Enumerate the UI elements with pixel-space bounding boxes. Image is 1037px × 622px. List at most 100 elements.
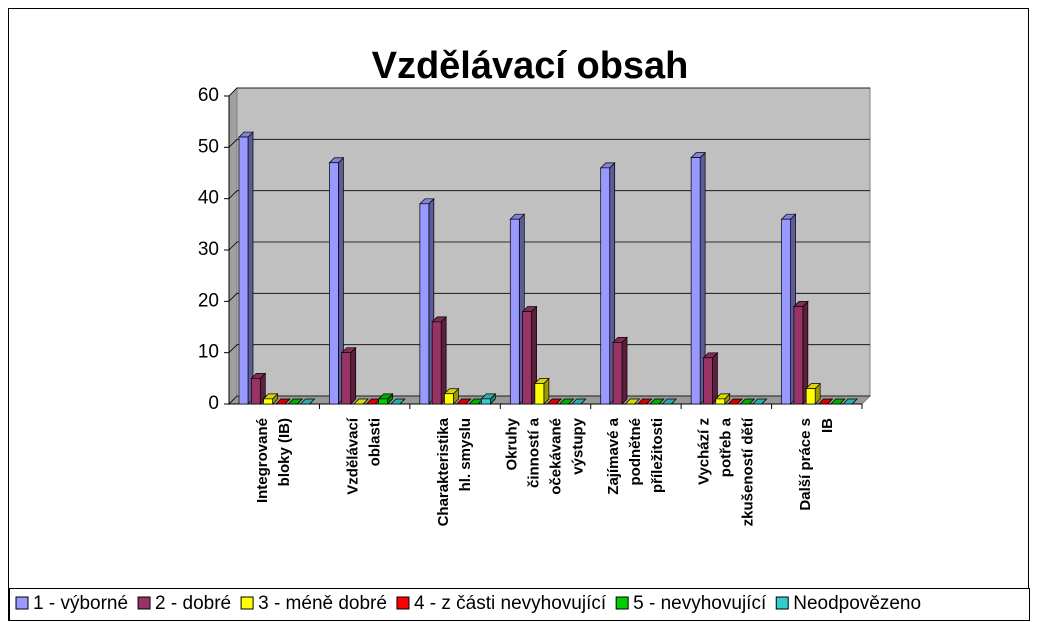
legend-label: 3 - méně dobré [258, 593, 387, 614]
bar-front [522, 311, 532, 405]
x-tick-label: Okruhy [503, 417, 520, 470]
bar-top [829, 398, 846, 405]
bar [521, 305, 538, 405]
y-tick-label: 40 [198, 188, 219, 209]
bar [534, 377, 550, 405]
bar [377, 393, 394, 405]
bar-top [751, 398, 768, 405]
legend-box [9, 588, 1030, 621]
legend-swatch [396, 596, 410, 610]
x-tick-label: potřeb a [717, 417, 734, 477]
bar [727, 398, 743, 405]
bar-front [793, 306, 804, 405]
x-tick-label: hl. smyslu [457, 418, 474, 491]
bar-top [661, 398, 678, 405]
grid-line [228, 138, 870, 148]
bar [793, 300, 809, 405]
bar [690, 151, 706, 405]
bar [250, 372, 267, 405]
bar [739, 398, 756, 405]
bar-side [621, 336, 628, 405]
bar [817, 398, 834, 405]
grid-line [228, 190, 870, 199]
x-tick-label: Charakteristika [435, 417, 452, 526]
bar-front [612, 342, 623, 405]
bar [455, 398, 472, 405]
bar [780, 213, 797, 405]
grid-line [228, 395, 870, 405]
x-tick-label: oblasti [367, 418, 384, 466]
y-tick-label: 50 [198, 136, 219, 157]
bar-top [287, 398, 304, 405]
bar-front [781, 218, 791, 405]
legend-label: 4 - z části nevyhovující [414, 593, 607, 614]
bar-top [649, 398, 665, 405]
bar [661, 398, 678, 405]
grid-line [228, 87, 870, 97]
bar-top [739, 398, 756, 405]
x-tick-label: bloky (IB) [276, 418, 293, 486]
x-tick-label: příležitosti [649, 418, 666, 493]
bar-side [247, 131, 254, 405]
bar [570, 398, 587, 405]
x-tick-label: Vychází z [695, 418, 712, 485]
bar [702, 351, 719, 405]
bar-front [444, 393, 454, 405]
x-tick-label: Integrované [254, 418, 271, 503]
bar-front [329, 162, 339, 405]
bar-front [805, 388, 816, 405]
x-tick-label: IB [819, 418, 836, 433]
bar [714, 393, 731, 405]
bar [443, 387, 460, 405]
y-tick-label: 10 [198, 342, 219, 363]
x-tick-label: výstupy [569, 417, 586, 474]
bar-front [238, 136, 249, 405]
bar-front [431, 321, 442, 405]
grid-line [228, 241, 870, 251]
bar-front [263, 398, 273, 405]
bar-side [712, 351, 718, 405]
bar-top [546, 398, 563, 405]
bar-side [350, 346, 357, 405]
bar-front [481, 398, 491, 405]
legend-swatch [137, 596, 151, 610]
bar [328, 156, 345, 405]
chart-title: Vzdělávací obsah [372, 45, 689, 87]
bar [509, 213, 526, 405]
bar-front [600, 167, 611, 405]
bar [599, 162, 616, 405]
bar [842, 398, 858, 405]
bar-front [703, 357, 713, 405]
x-tick-label: činností a [525, 417, 542, 488]
bar-front [250, 377, 261, 405]
bar-top [353, 398, 369, 405]
bar-top [842, 398, 858, 405]
bar [558, 398, 575, 405]
bar-front [378, 398, 388, 405]
bar [353, 398, 369, 405]
x-tick-label: Vzdělávací [345, 417, 362, 495]
bar-top [570, 398, 587, 405]
bar-top [455, 398, 472, 405]
bar [546, 398, 563, 405]
bar-front [715, 398, 726, 405]
grid-line [228, 292, 870, 302]
bar [390, 398, 406, 405]
bar-front [419, 203, 430, 405]
y-tick-label: 60 [198, 85, 219, 106]
bar-top [727, 398, 743, 405]
bar [299, 398, 316, 405]
bar-top [275, 398, 291, 405]
bar-top [624, 398, 641, 405]
bar-top [558, 398, 575, 405]
bar-top [636, 398, 653, 405]
bar-front [534, 383, 545, 405]
y-tick-label: 30 [198, 239, 219, 260]
x-tick-label: podnětné [627, 418, 644, 486]
bar-top [817, 398, 834, 405]
legend-swatch [615, 596, 629, 610]
bar [612, 336, 628, 405]
x-tick-label: očekávané [547, 418, 564, 495]
bar [829, 398, 846, 405]
